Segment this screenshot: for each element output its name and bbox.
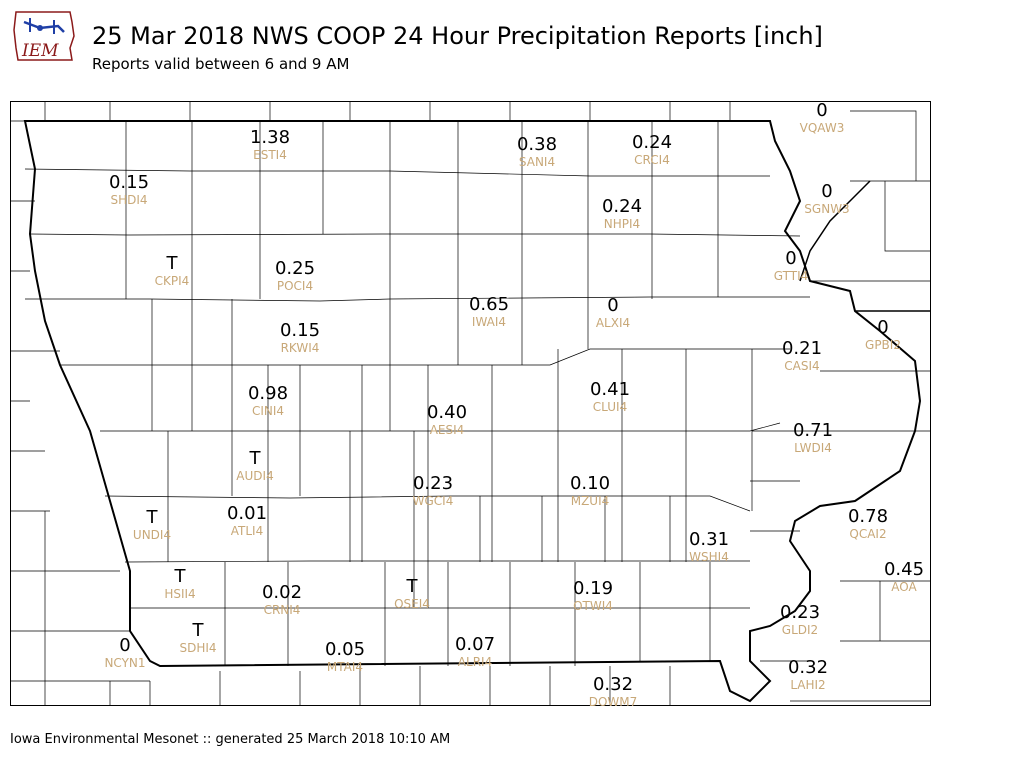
precip-value-lahi2: 0.32	[788, 657, 828, 678]
station-id-alxi4: ALXI4	[596, 316, 630, 330]
station-id-casi4: CASI4	[784, 359, 819, 373]
precip-value-poci4: 0.25	[275, 258, 315, 279]
precip-value-wgci4: 0.23	[413, 473, 453, 494]
station-id-ncyn1: NCYN1	[104, 656, 145, 670]
precip-value-wshi4: 0.31	[689, 529, 729, 550]
precip-value-alri4: 0.07	[455, 634, 495, 655]
map-title: 25 Mar 2018 NWS COOP 24 Hour Precipitati…	[92, 22, 823, 50]
station-id-sdhi4: SDHI4	[179, 641, 216, 655]
precip-value-otwi4: 0.19	[573, 578, 613, 599]
precip-value-aoa: 0.45	[884, 559, 924, 580]
precip-value-sgnw3: 0	[821, 181, 832, 202]
station-id-crci4: CRCI4	[634, 153, 670, 167]
precip-value-ncyn1: 0	[119, 635, 130, 656]
station-id-gpbi2: GPBI2	[865, 338, 901, 352]
station-id-osei4: OSEI4	[394, 597, 430, 611]
precip-value-mtai4: 0.05	[325, 639, 365, 660]
station-id-wshi4: WSHI4	[689, 550, 729, 564]
precip-value-crni4: 0.02	[262, 582, 302, 603]
station-id-poci4: POCI4	[277, 279, 313, 293]
iem-logo: IEM	[10, 8, 78, 64]
precip-value-iwai4: 0.65	[469, 294, 509, 315]
precip-value-lwdi4: 0.71	[793, 420, 833, 441]
station-id-mzui4: MZUI4	[571, 494, 610, 508]
station-id-aesi4: AESI4	[430, 423, 465, 437]
station-id-dowm7: DOWM7	[589, 695, 638, 706]
station-id-nhpi4: NHPI4	[604, 217, 640, 231]
station-id-aoa: AOA	[891, 580, 917, 594]
precip-value-audi4: T	[249, 448, 262, 469]
precip-value-gtti4: 0	[785, 248, 796, 269]
station-id-gtti4: GTTI4	[774, 269, 809, 283]
station-id-alri4: ALRI4	[458, 655, 492, 669]
station-id-sani4: SANI4	[519, 155, 555, 169]
precip-value-alxi4: 0	[607, 295, 618, 316]
precip-value-osei4: T	[406, 576, 419, 597]
station-id-atli4: ATLI4	[231, 524, 263, 538]
precip-value-hsii4: T	[174, 566, 187, 587]
precip-value-aesi4: 0.40	[427, 402, 467, 423]
footer-credit: Iowa Environmental Mesonet :: generated …	[10, 732, 451, 747]
precip-value-gpbi2: 0	[877, 317, 888, 338]
station-id-undi4: UNDI4	[133, 528, 171, 542]
precip-value-vqaw3: 0	[816, 101, 827, 121]
precip-value-casi4: 0.21	[782, 338, 822, 359]
iowa-border	[23, 120, 922, 703]
station-id-hsii4: HSII4	[164, 587, 195, 601]
station-id-crni4: CRNI4	[264, 603, 301, 617]
station-id-lwdi4: LWDI4	[794, 441, 832, 455]
station-id-audi4: AUDI4	[236, 469, 273, 483]
precip-value-qcai2: 0.78	[848, 506, 888, 527]
station-id-cini4: CINI4	[252, 404, 284, 418]
precip-value-mzui4: 0.10	[570, 473, 610, 494]
station-id-clui4: CLUI4	[593, 400, 627, 414]
precip-value-gldi2: 0.23	[780, 602, 820, 623]
precip-value-clui4: 0.41	[590, 379, 630, 400]
precip-value-crci4: 0.24	[632, 132, 672, 153]
mississippi-river	[799, 180, 930, 312]
station-id-qcai2: QCAI2	[849, 527, 886, 541]
precip-value-atli4: 0.01	[227, 503, 267, 524]
map-frame	[10, 101, 931, 706]
precip-value-nhpi4: 0.24	[602, 196, 642, 217]
station-id-ckpi4: CKPI4	[155, 274, 190, 288]
precip-value-sdhi4: T	[192, 620, 205, 641]
logo-text: IEM	[21, 41, 59, 61]
station-id-wgci4: WGCI4	[413, 494, 454, 508]
station-id-mtai4: MTAI4	[327, 660, 363, 674]
precip-value-esti4: 1.38	[250, 127, 290, 148]
station-id-gldi2: GLDI2	[782, 623, 818, 637]
map-subtitle: Reports valid between 6 and 9 AM	[92, 55, 350, 73]
station-id-esti4: ESTI4	[253, 148, 287, 162]
station-id-otwi4: OTWI4	[573, 599, 613, 613]
precip-value-sani4: 0.38	[517, 134, 557, 155]
precip-value-rkwi4: 0.15	[280, 320, 320, 341]
precip-value-shdi4: 0.15	[109, 172, 149, 193]
precip-value-undi4: T	[146, 507, 159, 528]
precip-value-cini4: 0.98	[248, 383, 288, 404]
station-id-rkwi4: RKWI4	[281, 341, 320, 355]
station-id-shdi4: SHDI4	[110, 193, 147, 207]
station-id-vqaw3: VQAW3	[800, 121, 845, 135]
precip-value-ckpi4: T	[166, 253, 179, 274]
station-id-sgnw3: SGNW3	[804, 202, 849, 216]
station-id-iwai4: IWAI4	[472, 315, 506, 329]
precip-value-dowm7: 0.32	[593, 674, 633, 695]
station-id-lahi2: LAHI2	[790, 678, 825, 692]
